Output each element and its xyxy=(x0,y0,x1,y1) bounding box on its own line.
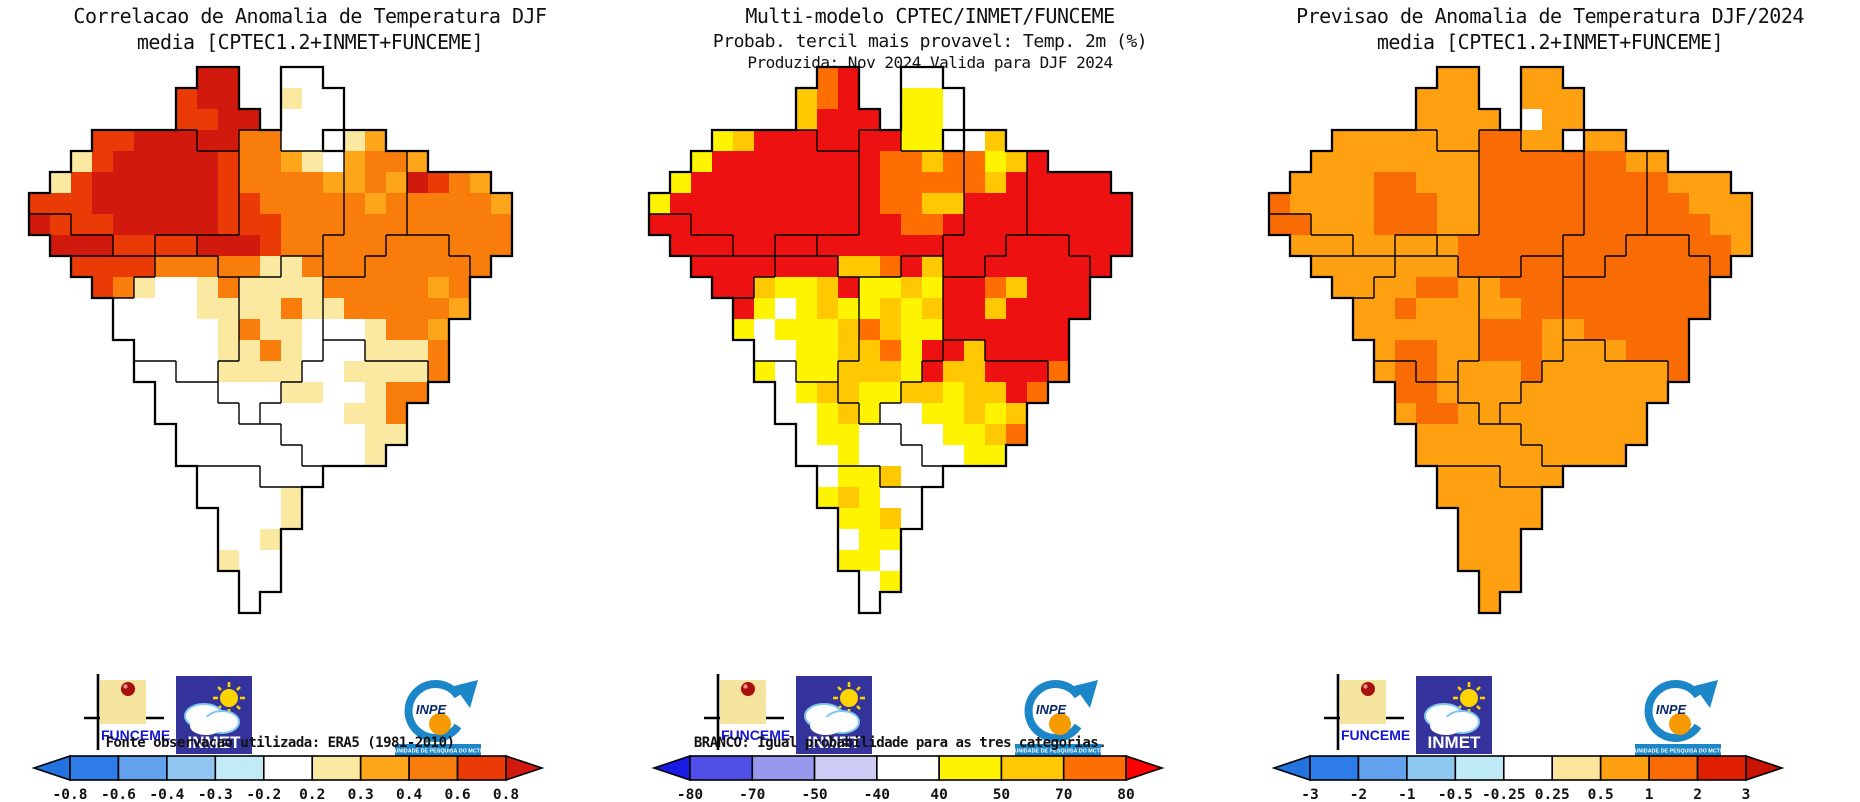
svg-text:-80: -80 xyxy=(677,787,703,802)
funceme-logo: FUNCEME xyxy=(1324,672,1414,768)
svg-text:-50: -50 xyxy=(801,787,827,802)
svg-text:FUNCEME: FUNCEME xyxy=(101,727,170,743)
brazil-map-correlation xyxy=(27,65,514,615)
panel-title: Previsao de Anomalia de Temperatura DJF/… xyxy=(1240,4,1860,55)
inpe-logo: INPE UNIDADE DE PESQUISA DO MCTI xyxy=(1634,672,1724,770)
svg-text:FUNCEME: FUNCEME xyxy=(721,727,790,743)
svg-text:-40: -40 xyxy=(864,787,890,802)
inpe-logo: INPE UNIDADE DE PESQUISA DO MCTI xyxy=(394,672,484,770)
brazil-map-forecast xyxy=(1267,65,1754,615)
svg-text:0.25: 0.25 xyxy=(1535,787,1570,802)
svg-text:70: 70 xyxy=(1055,787,1072,802)
funceme-logo: FUNCEME xyxy=(84,672,174,768)
svg-text:UNIDADE DE PESQUISA DO MCTI: UNIDADE DE PESQUISA DO MCTI xyxy=(1015,749,1102,755)
svg-text:3: 3 xyxy=(1742,787,1751,802)
colorbar-forecast: -3 -2 -1 -0.5 -0.25 0.25 0.5 1 2 3 xyxy=(1271,754,1785,802)
inmet-logo: INMET xyxy=(176,676,252,764)
panel-forecast: Previsao de Anomalia de Temperatura DJF/… xyxy=(1240,0,1860,802)
svg-text:0.6: 0.6 xyxy=(444,787,470,802)
inmet-logo: INMET xyxy=(1416,676,1492,764)
svg-text:0.8: 0.8 xyxy=(493,787,519,802)
title-line: Multi-modelo CPTEC/INMET/FUNCEME xyxy=(745,4,1115,28)
colorbar-correlation: -0.8 -0.6 -0.4 -0.3 -0.2 0.2 0.3 0.4 0.6 0.8 xyxy=(31,754,545,802)
svg-text:-0.6: -0.6 xyxy=(101,787,136,802)
svg-text:INMET: INMET xyxy=(1428,733,1482,752)
title-line: Correlacao de Anomalia de Temperatura DJ… xyxy=(73,4,547,28)
panel-title: Correlacao de Anomalia de Temperatura DJ… xyxy=(0,4,620,55)
svg-text:-0.3: -0.3 xyxy=(198,787,233,802)
svg-text:INMET: INMET xyxy=(808,733,862,752)
panel-title: Multi-modelo CPTEC/INMET/FUNCEME Probab.… xyxy=(620,4,1240,73)
svg-text:0.2: 0.2 xyxy=(299,787,325,802)
colorbar-probability: -80 -70 -50 -40 40 50 70 80 xyxy=(651,754,1165,802)
svg-text:0.4: 0.4 xyxy=(396,787,422,802)
svg-text:INPE: INPE xyxy=(416,702,447,717)
svg-text:50: 50 xyxy=(993,787,1010,802)
logo-row: FUNCEME INMET INPE UNIDADE DE PESQUISA D… xyxy=(0,672,620,772)
svg-text:0.3: 0.3 xyxy=(348,787,374,802)
logo-row: FUNCEME INMET INPE UNIDADE DE PESQUISA D… xyxy=(1240,672,1860,772)
svg-text:1: 1 xyxy=(1645,787,1654,802)
title-line: media [CPTEC1.2+INMET+FUNCEME] xyxy=(136,29,484,54)
title-line: Probab. tercil mais provavel: Temp. 2m (… xyxy=(712,30,1148,52)
inmet-logo: INMET xyxy=(796,676,872,764)
inpe-logo: INPE UNIDADE DE PESQUISA DO MCTI xyxy=(1014,672,1104,770)
svg-text:-0.4: -0.4 xyxy=(149,787,184,802)
funceme-logo: FUNCEME xyxy=(704,672,794,768)
svg-text:-0.25: -0.25 xyxy=(1482,787,1526,802)
svg-text:-0.2: -0.2 xyxy=(246,787,281,802)
svg-text:80: 80 xyxy=(1117,787,1134,802)
svg-text:2: 2 xyxy=(1693,787,1702,802)
svg-text:40: 40 xyxy=(930,787,947,802)
svg-text:FUNCEME: FUNCEME xyxy=(1341,727,1410,743)
title-line: Previsao de Anomalia de Temperatura DJF/… xyxy=(1296,4,1804,28)
title-line: media [CPTEC1.2+INMET+FUNCEME] xyxy=(1376,29,1724,54)
panel-correlation: Correlacao de Anomalia de Temperatura DJ… xyxy=(0,0,620,802)
observation-source-note: Fonte observacao utilizada: ERA5 (1981-2… xyxy=(105,735,455,751)
logo-row: FUNCEME INMET INPE UNIDADE DE PESQUISA D… xyxy=(620,672,1240,772)
svg-text:-2: -2 xyxy=(1350,787,1367,802)
svg-text:INPE: INPE xyxy=(1656,702,1687,717)
svg-text:INPE: INPE xyxy=(1036,702,1067,717)
svg-text:INMET: INMET xyxy=(188,733,242,752)
svg-text:-0.8: -0.8 xyxy=(53,787,88,802)
white-equal-probability-note: BRANCO: Igual probabilidade para as tres… xyxy=(693,735,1107,751)
panel-probability: Multi-modelo CPTEC/INMET/FUNCEME Probab.… xyxy=(620,0,1240,802)
svg-text:UNIDADE DE PESQUISA DO MCTI: UNIDADE DE PESQUISA DO MCTI xyxy=(1635,749,1722,755)
svg-text:-70: -70 xyxy=(739,787,765,802)
brazil-map-probability xyxy=(647,65,1134,615)
svg-text:0.5: 0.5 xyxy=(1588,787,1614,802)
svg-text:-1: -1 xyxy=(1398,787,1416,802)
svg-text:-0.5: -0.5 xyxy=(1438,787,1473,802)
svg-text:UNIDADE DE PESQUISA DO MCTI: UNIDADE DE PESQUISA DO MCTI xyxy=(395,749,482,755)
svg-text:-3: -3 xyxy=(1301,787,1318,802)
